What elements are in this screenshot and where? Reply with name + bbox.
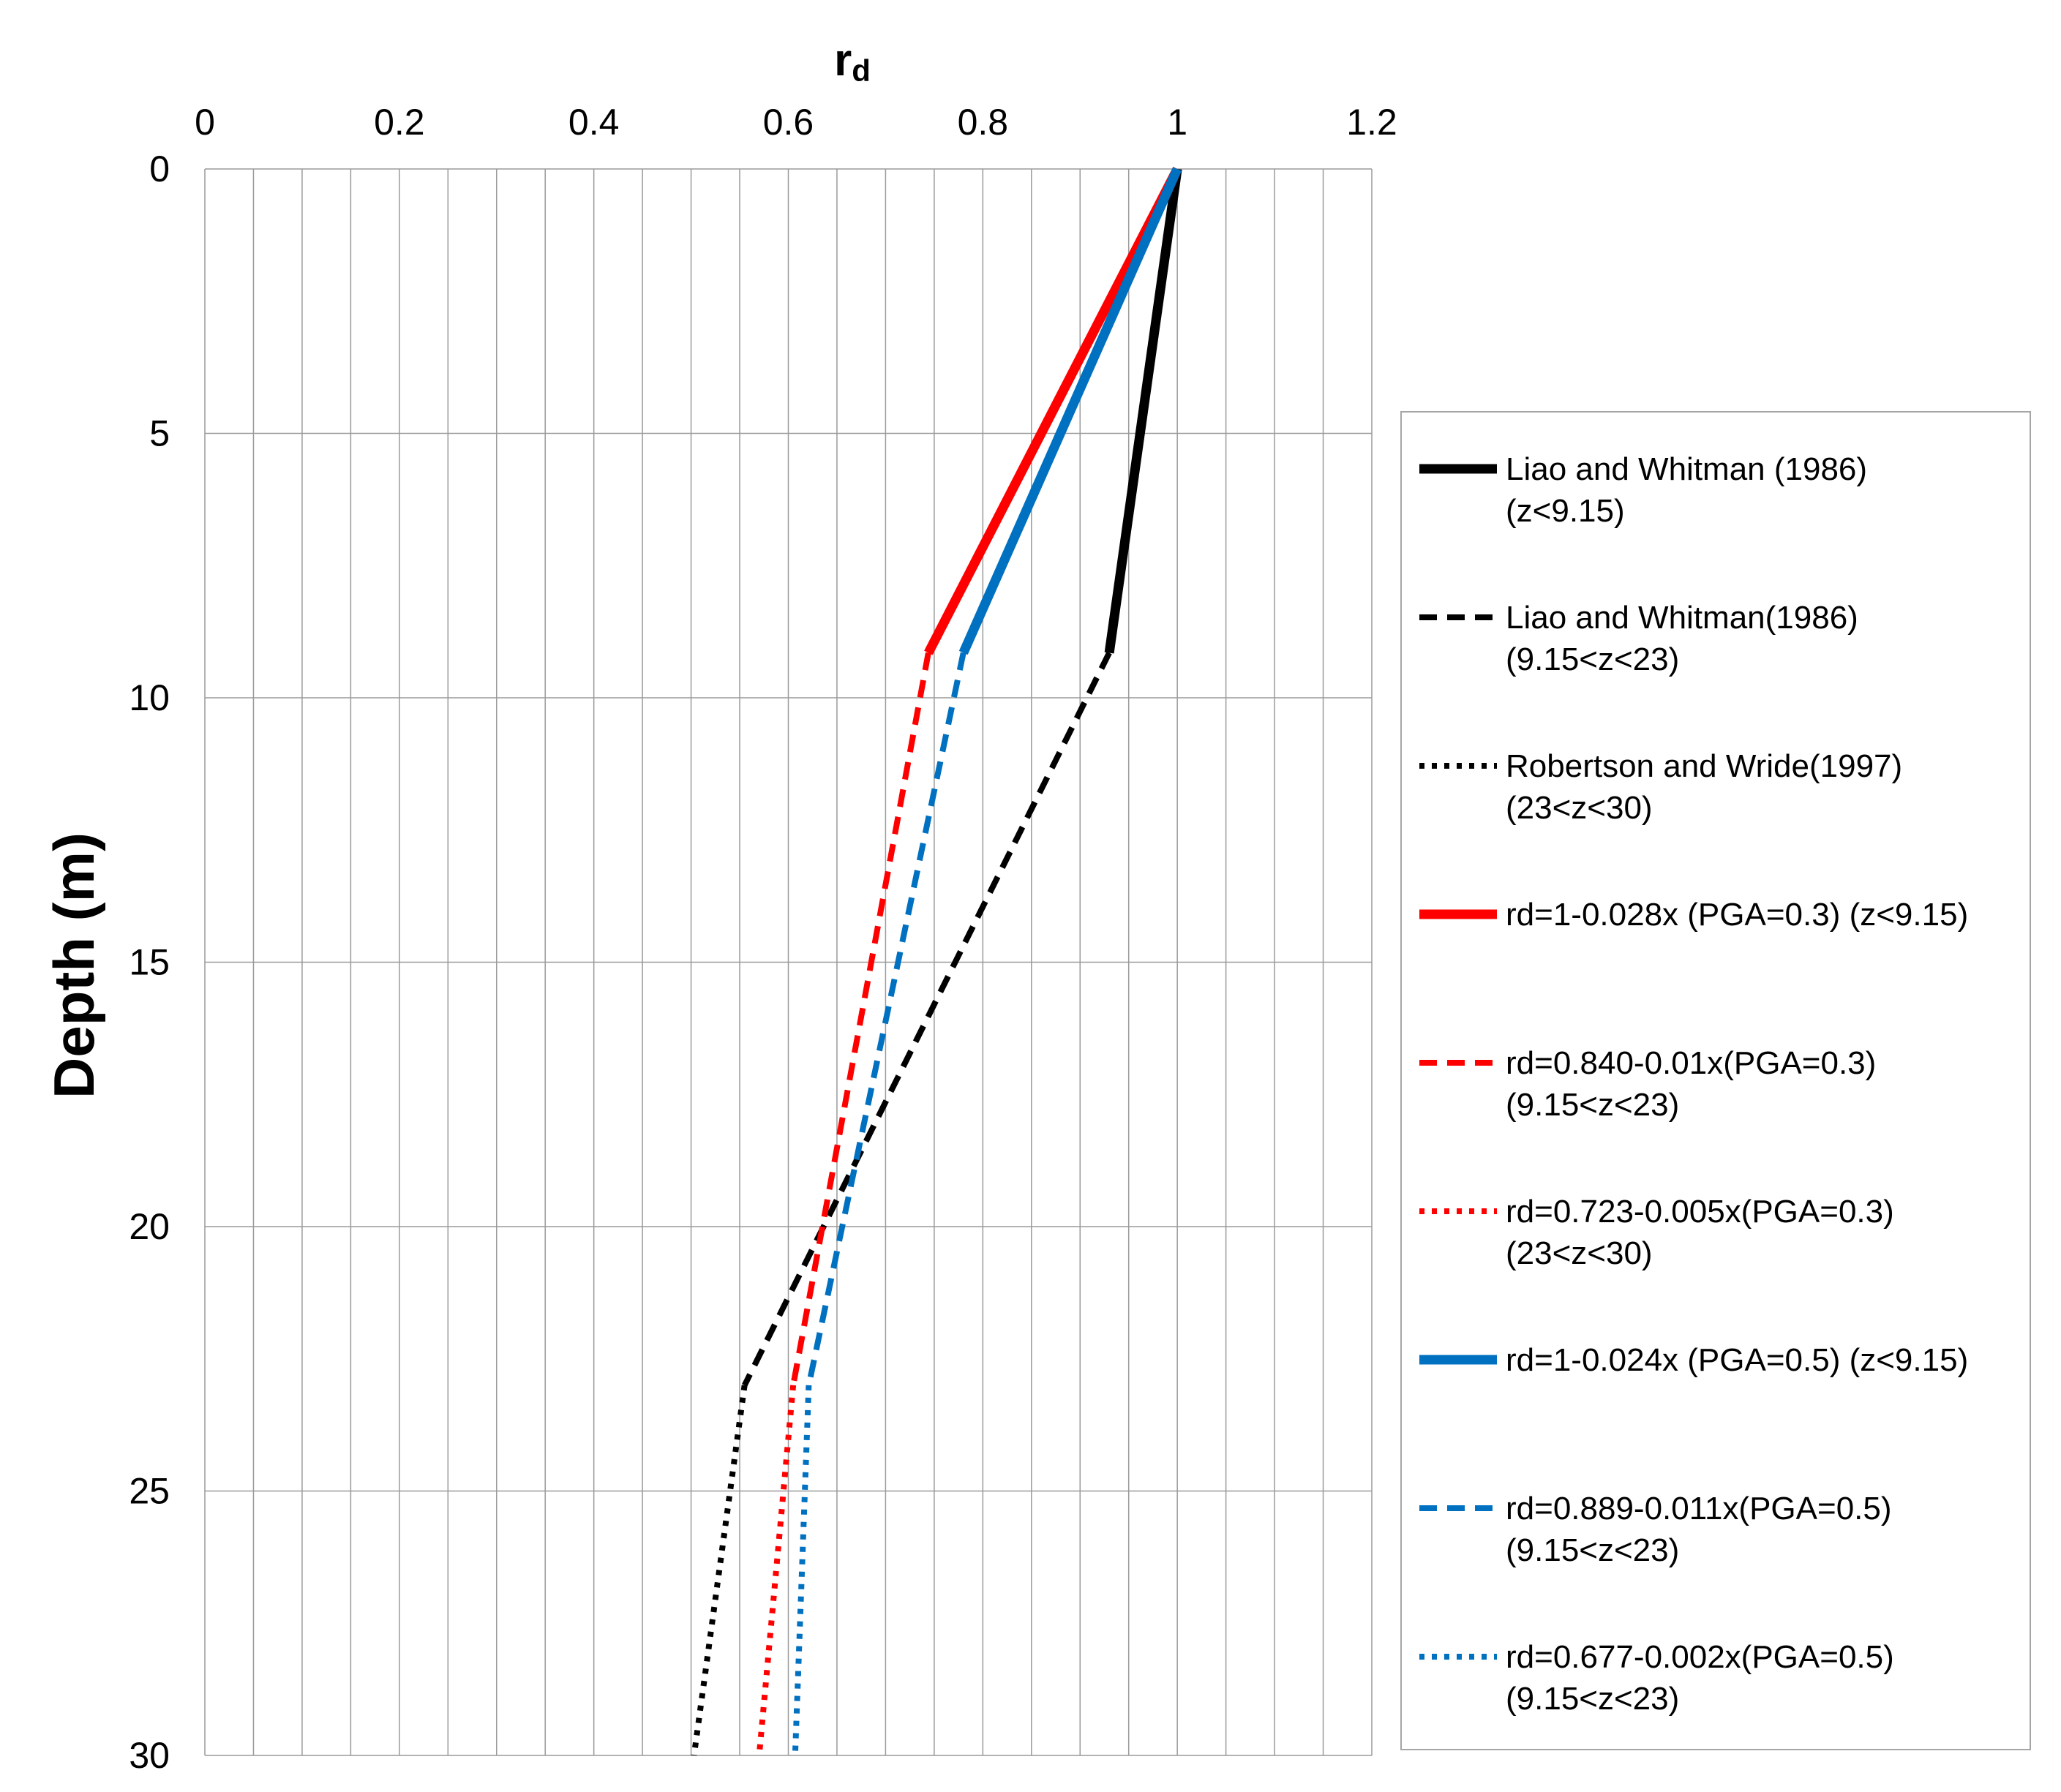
series-line-2 (742, 651, 1112, 1387)
y-axis-ticks: 0 5 10 15 20 25 30 (129, 148, 170, 1776)
series-line-7 (958, 167, 1182, 655)
y-tick-label: 5 (149, 413, 170, 454)
x-tick-label: 0.2 (374, 102, 425, 143)
x-tick-label: 0.8 (958, 102, 1009, 143)
x-tick-label: 0.6 (763, 102, 814, 143)
grid (204, 168, 1373, 1756)
y-tick-label: 20 (129, 1206, 170, 1247)
legend-label-4: rd=1-0.028x (PGA=0.3) (z<9.15) (1506, 897, 1968, 933)
series-line-1 (1104, 168, 1182, 654)
legend-box (1400, 411, 2031, 1750)
legend-label-3-line2: (23<z<30) (1506, 790, 1653, 826)
series-line-4 (924, 167, 1182, 655)
legend-label-7: rd=1-0.024x (PGA=0.5) (z<9.15) (1506, 1342, 1968, 1378)
x-axis-ticks: 0 0.2 0.4 0.6 0.8 1 1.2 (195, 102, 1397, 143)
legend-label-2-line2: (9.15<z<23) (1506, 641, 1679, 677)
x-axis-title: rd (834, 35, 871, 88)
legend-label-1: Liao and Whitman (1986) (1506, 451, 1867, 487)
legend-label-6-line2: (23<z<30) (1506, 1235, 1653, 1271)
series-line-5 (790, 652, 931, 1386)
legend-label-2: Liao and Whitman(1986) (1506, 600, 1858, 636)
x-tick-label: 1 (1167, 102, 1187, 143)
x-tick-label: 1.2 (1346, 102, 1397, 143)
y-tick-label: 10 (129, 677, 170, 718)
legend-label-1-line2: (z<9.15) (1506, 493, 1625, 529)
legend-label-6: rd=0.723-0.005x(PGA=0.3) (1506, 1194, 1894, 1230)
y-tick-label: 25 (129, 1471, 170, 1512)
legend-label-8: rd=0.889-0.011x(PGA=0.5) (1506, 1491, 1892, 1526)
x-tick-label: 0 (195, 102, 215, 143)
series-line-3 (691, 1385, 748, 1756)
legend-label-3: Robertson and Wride(1997) (1506, 748, 1902, 784)
legend-label-5-line2: (9.15<z<23) (1506, 1087, 1679, 1123)
legend-label-9: rd=0.677-0.002x(PGA=0.5) (1506, 1639, 1894, 1675)
y-tick-label: 15 (129, 942, 170, 983)
legend: Liao and Whitman (1986) (z<9.15) Liao and … (1400, 411, 2031, 1750)
x-tick-label: 0.4 (568, 102, 620, 143)
y-tick-label: 0 (149, 148, 170, 189)
series-line-8 (806, 652, 966, 1386)
y-axis-title: Depth (m) (42, 832, 106, 1099)
y-tick-label: 30 (129, 1735, 170, 1776)
legend-label-5: rd=0.840-0.01x(PGA=0.3) (1506, 1045, 1876, 1081)
series-lines (691, 167, 1182, 1756)
legend-label-8-line2: (9.15<z<23) (1506, 1532, 1679, 1568)
series-line-9 (792, 1385, 812, 1756)
legend-label-9-line2: (9.15<z<23) (1506, 1681, 1679, 1717)
